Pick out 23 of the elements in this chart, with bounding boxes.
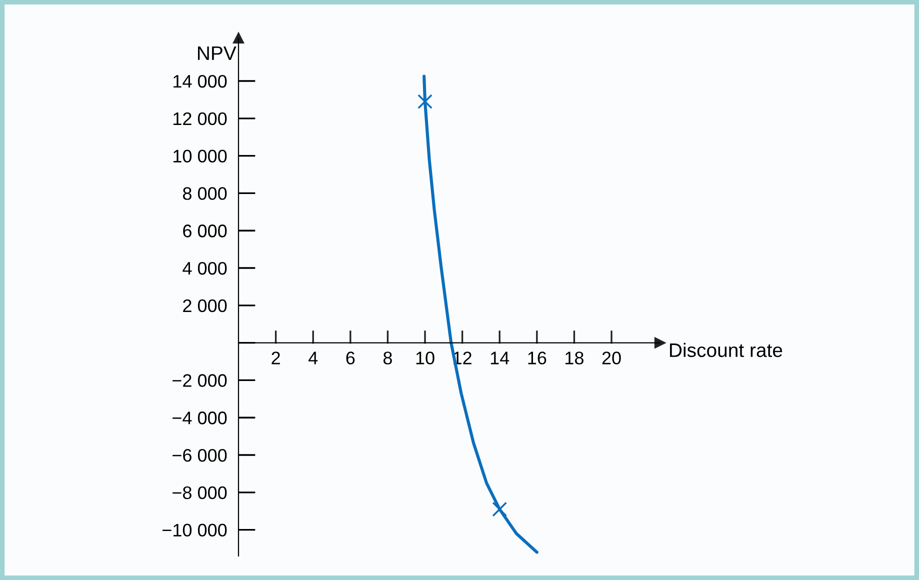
x-tick-label: 8 [383,352,392,364]
x-tick-label: 4 [308,352,318,364]
x-tick-label: 10 [416,352,434,364]
y-tick-label: 4 000 [182,262,227,275]
y-tick-label: 12 000 [174,112,227,126]
y-tick-label: 14 000 [174,74,227,88]
y-tick-label: −2 000 [172,374,227,387]
y-tick-label: −6 000 [172,448,227,462]
y-tick-label: 6 000 [183,224,227,238]
x-tick-label: 20 [602,352,621,364]
x-tick-label: 18 [566,352,584,364]
y-tick-label: 2 000 [183,299,227,312]
x-tick-label: 16 [528,352,546,364]
y-tick-label: 8 000 [182,187,227,200]
x-tick-label: 2 [272,352,280,364]
x-axis-title: Discount rate [670,342,782,358]
x-tick-label: 6 [346,352,355,364]
y-tick-label: −10 000 [162,524,227,537]
y-tick-label: −4 000 [172,412,227,424]
y-tick-label: 10 000 [174,150,227,163]
x-tick-label: 14 [490,352,510,364]
y-axis-title: NPV [198,46,236,60]
y-tick-label: −8 000 [172,486,227,500]
